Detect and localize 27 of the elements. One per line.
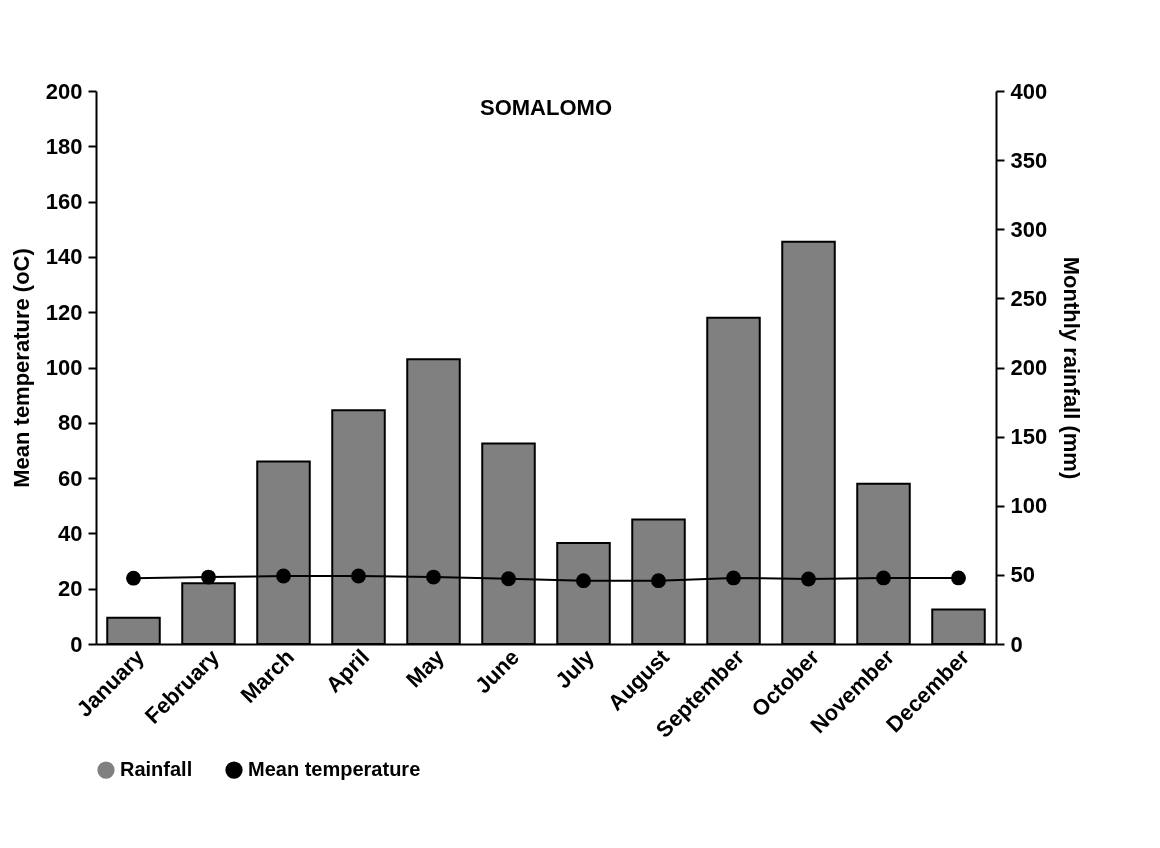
y-tick-label: 0 [70, 631, 83, 657]
y2-tick-label: 150 [1010, 424, 1048, 450]
legend-label: Rainfall [120, 758, 193, 781]
y-axis-title: Mean temperature (oC) [8, 248, 34, 488]
y-tick-label: 40 [58, 520, 83, 546]
y-tick-label: 80 [58, 410, 83, 436]
y-tick-label: 200 [45, 78, 83, 104]
y2-tick-label: 0 [1010, 631, 1023, 657]
y2-tick-label: 200 [1010, 355, 1048, 380]
x-tick-label: July [550, 643, 600, 694]
y-tick-label: 160 [45, 189, 83, 215]
y2-tick-label: 250 [1010, 285, 1048, 311]
x-tick-label: May [401, 643, 450, 693]
y-tick-label: 60 [58, 465, 83, 491]
y-tick-label: 120 [45, 299, 83, 325]
y2-tick-label: 400 [1010, 78, 1048, 104]
legend-label: Mean temperature [248, 758, 421, 781]
y2-tick-label: 50 [1010, 562, 1035, 588]
y-tick-label: 180 [45, 133, 83, 159]
y2-tick-label: 300 [1010, 216, 1048, 242]
y-tick-label: 20 [58, 576, 83, 602]
y2-tick-label: 350 [1010, 147, 1048, 173]
y-tick-label: 100 [45, 355, 83, 380]
chart-title: SOMALOMO [480, 95, 612, 120]
y2-tick-label: 100 [1010, 493, 1048, 519]
y-tick-label: 140 [45, 244, 83, 270]
y2-axis-title: Monthly rainfall (mm) [1059, 256, 1085, 480]
